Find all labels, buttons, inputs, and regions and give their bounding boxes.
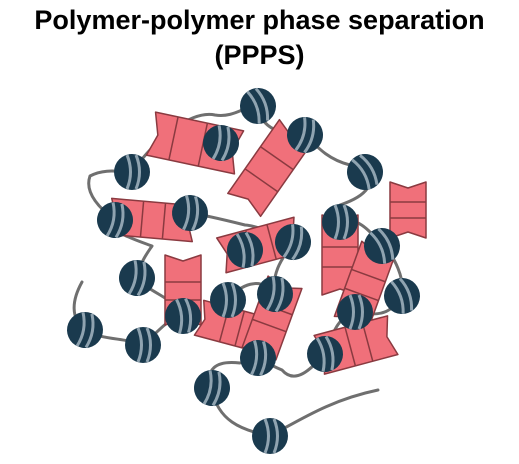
nucleosome-icon: [347, 154, 383, 190]
nucleosome-icon: [257, 276, 293, 313]
nucleosome-icon: [125, 327, 161, 363]
nucleosome-icon: [119, 260, 155, 297]
nucleosome-icon: [194, 370, 230, 407]
nucleosome-icon: [172, 195, 208, 231]
bridging-protein-icon: [389, 181, 427, 239]
nucleosome-icon: [384, 277, 420, 314]
nucleosome-icon: [364, 227, 400, 264]
nucleosome-icon: [287, 117, 323, 154]
chromatin-fiber-tail: [208, 360, 380, 438]
nucleosome-icon: [307, 335, 343, 372]
nucleosome-icon: [114, 154, 150, 190]
nucleosome-icon: [337, 294, 373, 330]
nucleosome-icon: [165, 298, 201, 334]
nucleosome-icon: [97, 202, 133, 239]
nucleosome-icon: [67, 312, 103, 349]
nucleosome-icon: [252, 418, 288, 454]
title-line-2: (PPPS): [214, 40, 305, 70]
nucleosome-icon: [203, 125, 239, 162]
nucleosome-icon: [240, 87, 276, 124]
nucleosome-icon: [210, 282, 246, 318]
nucleosome-icon: [275, 224, 311, 261]
nucleosome-icon: [240, 340, 276, 376]
title-line-1: Polymer-polymer phase separation: [34, 5, 485, 35]
nucleosome-icon: [322, 204, 358, 240]
nucleosome-icon: [227, 231, 263, 268]
